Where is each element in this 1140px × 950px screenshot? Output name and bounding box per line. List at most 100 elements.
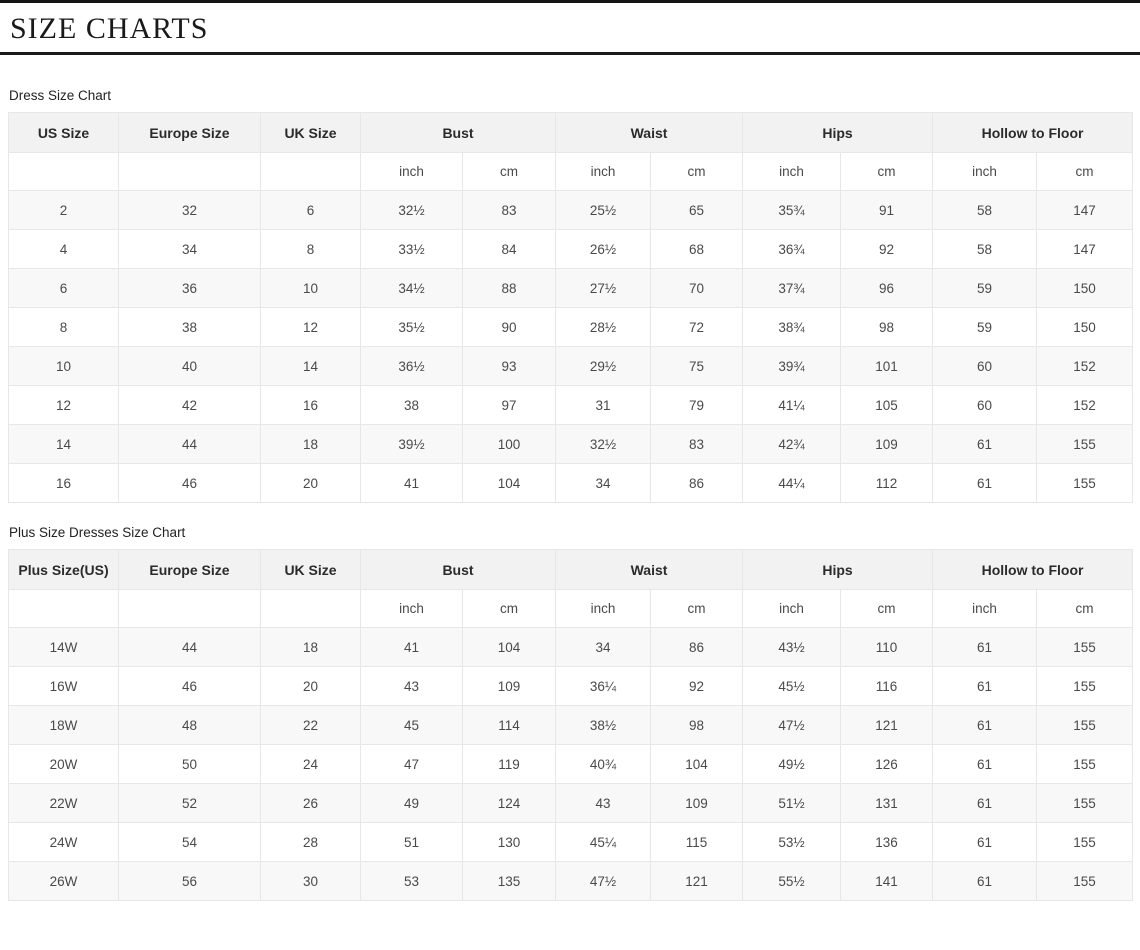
plus-size-chart-section: Plus Size Dresses Size Chart Plus Size(U… [0, 525, 1140, 901]
table-cell: 155 [1036, 463, 1134, 503]
column-header: Europe Size [118, 549, 261, 590]
group-header: Hips [742, 549, 934, 590]
unit-header: inch [932, 589, 1038, 628]
table-cell: 12 [260, 307, 361, 347]
empty-header-cell [8, 589, 119, 628]
table-cell: 58 [932, 229, 1038, 269]
table-cell: 30 [260, 861, 361, 901]
dress-size-chart-table-container: US Size Europe Size UK Size Bust Waist Hips Ho… [8, 112, 1140, 503]
group-header: Bust [360, 112, 556, 153]
table-cell: 61 [932, 627, 1038, 667]
table-cell: 58 [932, 190, 1038, 230]
table-cell: 34½ [360, 268, 463, 308]
table-cell: 43 [360, 666, 463, 706]
table-cell: 68 [649, 229, 744, 269]
empty-header-cell [260, 589, 361, 628]
table-cell: 41 [360, 627, 463, 667]
table-cell: 136 [840, 822, 934, 862]
group-header: Hips [742, 112, 934, 153]
table-cell: 52 [118, 783, 261, 823]
table-cell: 96 [840, 268, 934, 308]
table-cell: 109 [649, 783, 744, 823]
table-cell: 22 [260, 705, 361, 745]
table-cell: 14 [8, 424, 119, 464]
table-cell: 38 [118, 307, 261, 347]
table-cell: 32½ [360, 190, 463, 230]
table-cell: 12 [8, 385, 119, 425]
table-row: 4 34 8 33½ 84 26½ 68 36¾ 92 58 147 [8, 229, 1134, 269]
table-row: 16 46 20 41 104 34 86 44¼ 112 61 155 [8, 463, 1134, 503]
table-cell: 109 [462, 666, 556, 706]
table-cell: 45 [360, 705, 463, 745]
table-cell: 44¼ [742, 463, 842, 503]
table-cell: 33½ [360, 229, 463, 269]
table-cell: 14 [260, 346, 361, 386]
table-cell: 88 [462, 268, 556, 308]
table-row: 2 32 6 32½ 83 25½ 65 35¾ 91 58 147 [8, 190, 1134, 230]
table-cell: 26 [260, 783, 361, 823]
table-cell: 65 [649, 190, 744, 230]
table-cell: 86 [649, 463, 744, 503]
unit-header: cm [462, 589, 556, 628]
table-cell: 49½ [742, 744, 842, 784]
table-cell: 115 [649, 822, 744, 862]
table-row: 16W 46 20 43 109 36¼ 92 45½ 116 61 155 [8, 666, 1134, 706]
dress-size-chart-section: Dress Size Chart US Size Europe Size UK Si… [0, 88, 1140, 503]
unit-header: inch [360, 589, 463, 628]
table-cell: 34 [118, 229, 261, 269]
table-cell: 130 [462, 822, 556, 862]
table-cell: 150 [1036, 307, 1134, 347]
plus-size-chart-caption: Plus Size Dresses Size Chart [9, 525, 186, 540]
table-cell: 51 [360, 822, 463, 862]
table-cell: 83 [462, 190, 556, 230]
table-cell: 16 [8, 463, 119, 503]
table-cell: 16W [8, 666, 119, 706]
table-cell: 61 [932, 424, 1038, 464]
group-header: Waist [554, 549, 744, 590]
table-cell: 155 [1036, 861, 1134, 901]
unit-header-row: inch cm inch cm inch cm inch cm [8, 589, 1134, 628]
table-cell: 20 [260, 666, 361, 706]
table-row: 22W 52 26 49 124 43 109 51½ 131 61 155 [8, 783, 1134, 823]
table-cell: 155 [1036, 705, 1134, 745]
table-cell: 56 [118, 861, 261, 901]
unit-header: inch [742, 152, 842, 191]
table-cell: 47½ [555, 861, 651, 901]
table-cell: 59 [932, 268, 1038, 308]
table-cell: 39¾ [742, 346, 842, 386]
table-cell: 26W [8, 861, 119, 901]
table-cell: 135 [462, 861, 556, 901]
table-cell: 40¾ [555, 744, 651, 784]
table-cell: 35½ [360, 307, 463, 347]
table-cell: 47 [360, 744, 463, 784]
table-cell: 93 [462, 346, 556, 386]
page-title: SIZE CHARTS [10, 12, 209, 45]
table-cell: 29½ [555, 346, 651, 386]
table-cell: 155 [1036, 822, 1134, 862]
table-cell: 109 [840, 424, 934, 464]
table-cell: 53½ [742, 822, 842, 862]
table-cell: 25½ [555, 190, 651, 230]
unit-header: cm [649, 152, 744, 191]
table-cell: 36 [118, 268, 261, 308]
table-cell: 98 [649, 705, 744, 745]
table-cell: 59 [932, 307, 1038, 347]
table-cell: 41¼ [742, 385, 842, 425]
unit-header: inch [932, 152, 1038, 191]
table-cell: 50 [118, 744, 261, 784]
table-cell: 116 [840, 666, 934, 706]
table-cell: 26½ [555, 229, 651, 269]
table-cell: 79 [649, 385, 744, 425]
table-cell: 48 [118, 705, 261, 745]
table-row: 20W 50 24 47 119 40¾ 104 49½ 126 61 155 [8, 744, 1134, 784]
table-cell: 38½ [555, 705, 651, 745]
table-cell: 100 [462, 424, 556, 464]
table-cell: 43½ [742, 627, 842, 667]
empty-header-cell [8, 152, 119, 191]
table-cell: 60 [932, 385, 1038, 425]
table-row: 8 38 12 35½ 90 28½ 72 38¾ 98 59 150 [8, 307, 1134, 347]
table-row: 6 36 10 34½ 88 27½ 70 37¾ 96 59 150 [8, 268, 1134, 308]
table-cell: 36½ [360, 346, 463, 386]
unit-header: cm [840, 152, 934, 191]
group-header: Bust [360, 549, 556, 590]
